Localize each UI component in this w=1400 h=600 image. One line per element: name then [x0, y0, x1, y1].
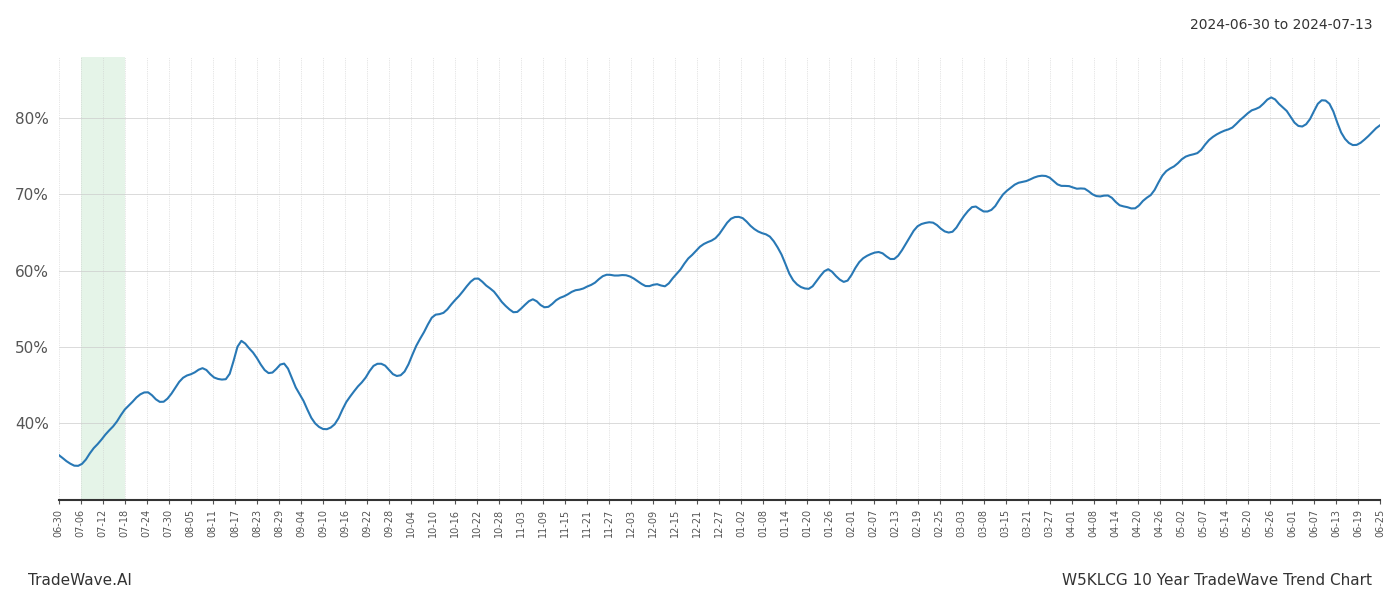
- Text: W5KLCG 10 Year TradeWave Trend Chart: W5KLCG 10 Year TradeWave Trend Chart: [1063, 573, 1372, 588]
- Bar: [81, 57, 125, 500]
- Text: 2024-06-30 to 2024-07-13: 2024-06-30 to 2024-07-13: [1190, 18, 1372, 32]
- Text: TradeWave.AI: TradeWave.AI: [28, 573, 132, 588]
